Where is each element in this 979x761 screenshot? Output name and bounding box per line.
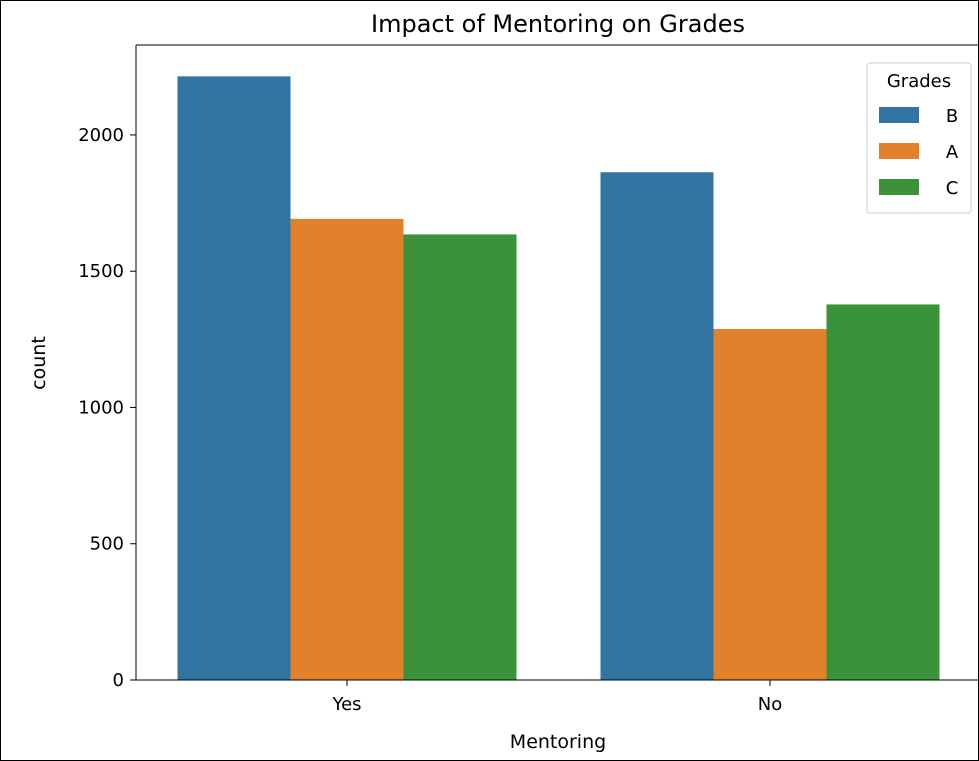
legend-label-c: C [946,178,959,199]
y-tick-label: 500 [90,534,124,555]
bar-no-b [600,172,714,681]
bars-layer [177,76,940,681]
y-axis-label: count [28,336,50,390]
chart-title: Impact of Mentoring on Grades [371,10,745,38]
bar-yes-a [290,218,404,680]
x-tick-label-yes: Yes [331,694,361,715]
bar-no-c [826,304,940,680]
y-axis-ticks: 0 500 1000 1500 2000 [78,125,136,691]
legend-swatch-a [879,143,919,159]
bar-no-a [713,328,827,680]
y-tick-label: 1500 [78,261,124,282]
legend-label-a: A [946,142,959,163]
y-tick-label: 2000 [78,125,124,146]
legend-box [866,62,972,214]
bar-yes-b [177,76,291,681]
x-tick-label-no: No [758,694,782,715]
legend-items: BAC [879,106,959,199]
x-axis-ticks: Yes No [331,680,782,715]
bar-yes-c [403,234,517,681]
legend-swatch-c [879,179,919,195]
legend-swatch-b [879,107,919,123]
legend-label-b: B [946,106,958,127]
y-tick-label: 1000 [78,397,124,418]
legend-title: Grades [887,71,951,92]
y-tick-label: 0 [113,670,124,691]
x-axis-label: Mentoring [510,731,606,753]
legend: Grades BAC [866,62,972,214]
